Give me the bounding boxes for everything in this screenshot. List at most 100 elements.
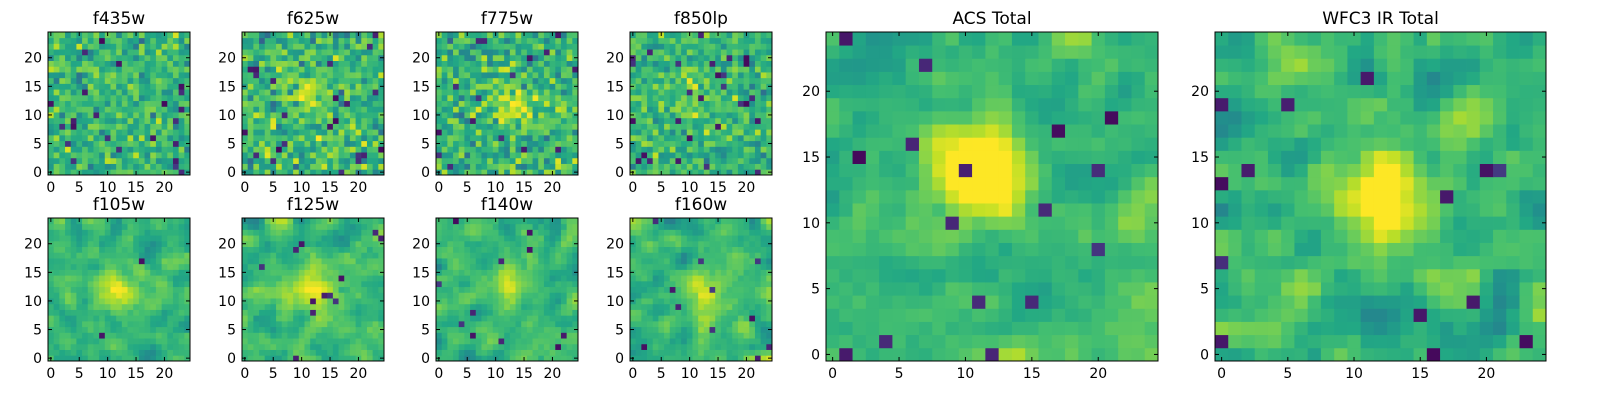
heatmap-cell <box>304 134 311 142</box>
heatmap-cell <box>366 309 374 316</box>
x-tick-label: 5 <box>75 180 84 196</box>
heatmap-cell <box>470 117 477 124</box>
heatmap-cell <box>167 326 174 333</box>
heatmap-cell <box>760 326 767 333</box>
heatmap-cell <box>48 349 55 356</box>
heatmap-cell <box>293 309 300 316</box>
heatmap-cell <box>355 134 362 142</box>
heatmap-cell <box>754 349 762 356</box>
y-tick-label: 20 <box>412 237 430 253</box>
heatmap-cell <box>481 246 488 253</box>
heatmap-cell <box>743 66 750 73</box>
heatmap-cell <box>93 229 100 236</box>
heatmap-cell <box>99 355 106 362</box>
heatmap-cell <box>475 286 482 293</box>
heatmap-cell <box>481 229 488 236</box>
heatmap-cell <box>121 140 128 147</box>
heatmap-cell <box>104 292 111 299</box>
heatmap-cell <box>481 117 488 124</box>
heatmap-cell <box>720 49 727 56</box>
heatmap-cell <box>332 77 339 84</box>
heatmap-cell <box>327 43 334 50</box>
heatmap-cell <box>509 218 516 225</box>
heatmap-cell <box>526 123 533 130</box>
heatmap-cell <box>726 94 733 102</box>
heatmap-cell <box>720 163 727 170</box>
heatmap-cell <box>709 72 716 79</box>
heatmap-cell <box>338 152 345 159</box>
heatmap-cell <box>447 349 454 356</box>
heatmap-cell <box>521 240 528 247</box>
heatmap-cell <box>664 320 671 328</box>
heatmap-cell <box>70 49 77 56</box>
heatmap-cell <box>82 303 89 310</box>
x-tick-label: 15 <box>515 366 533 382</box>
heatmap-cell <box>560 123 568 130</box>
heatmap-cell <box>703 157 710 164</box>
heatmap-cell <box>293 37 300 44</box>
heatmap-cell <box>76 94 83 102</box>
heatmap-cell <box>549 240 556 247</box>
heatmap-cell <box>652 292 659 299</box>
heatmap-cell <box>361 258 368 265</box>
heatmap-cell <box>681 157 688 164</box>
heatmap-cell <box>686 326 693 333</box>
heatmap-cell <box>726 112 733 119</box>
heatmap-cell <box>732 32 739 39</box>
heatmap-cell <box>566 309 573 316</box>
heatmap-cell <box>178 60 185 67</box>
heatmap-cell <box>116 94 123 102</box>
heatmap-cell <box>82 223 89 230</box>
heatmap-cell <box>338 235 345 242</box>
heatmap-cell <box>481 89 488 96</box>
heatmap-cell <box>76 263 83 270</box>
heatmap-cell <box>133 66 140 73</box>
heatmap-cell <box>475 223 482 230</box>
heatmap-cell <box>675 117 682 124</box>
heatmap-cell <box>281 246 288 253</box>
heatmap-cell <box>53 94 60 102</box>
heatmap-cell <box>492 246 499 253</box>
heatmap-cell <box>116 349 123 356</box>
heatmap-cell <box>686 129 693 136</box>
x-tick-label: 10 <box>99 180 117 196</box>
heatmap-cell <box>116 43 123 50</box>
heatmap-cell <box>110 263 117 270</box>
heatmap-cell <box>127 355 134 362</box>
heatmap-cell <box>560 298 568 305</box>
heatmap-cell <box>441 123 448 130</box>
heatmap-cell <box>475 60 482 67</box>
heatmap-cell <box>549 66 556 73</box>
heatmap-cell <box>509 303 516 310</box>
heatmap-cell <box>264 54 271 61</box>
heatmap-cell <box>161 338 168 345</box>
heatmap-cell <box>281 355 288 362</box>
heatmap-cell <box>93 163 100 170</box>
heatmap-cell <box>560 275 568 282</box>
heatmap-cell <box>526 117 533 124</box>
heatmap-cell <box>332 163 339 170</box>
heatmap-cell <box>65 163 72 170</box>
heatmap-cell <box>709 152 716 159</box>
heatmap-cell <box>259 146 266 153</box>
heatmap-cell <box>144 77 151 84</box>
heatmap-cell <box>378 292 385 299</box>
heatmap-cell <box>504 298 511 305</box>
heatmap-cell <box>287 292 294 299</box>
heatmap-cell <box>441 275 448 282</box>
heatmap-cell <box>344 332 351 339</box>
heatmap-cell <box>65 157 72 164</box>
heatmap-cell <box>161 106 168 113</box>
heatmap-cell <box>70 54 77 61</box>
heatmap-cell <box>526 338 533 345</box>
heatmap-cell <box>127 258 134 265</box>
heatmap-cell <box>475 134 482 142</box>
heatmap-cell <box>737 129 744 136</box>
heatmap-cell <box>116 169 123 176</box>
heatmap-cell <box>259 32 266 39</box>
heatmap-cell <box>87 72 94 79</box>
heatmap-cell <box>270 258 277 265</box>
heatmap-cell <box>48 258 55 265</box>
heatmap-cell <box>361 223 368 230</box>
heatmap-cell <box>321 83 328 90</box>
